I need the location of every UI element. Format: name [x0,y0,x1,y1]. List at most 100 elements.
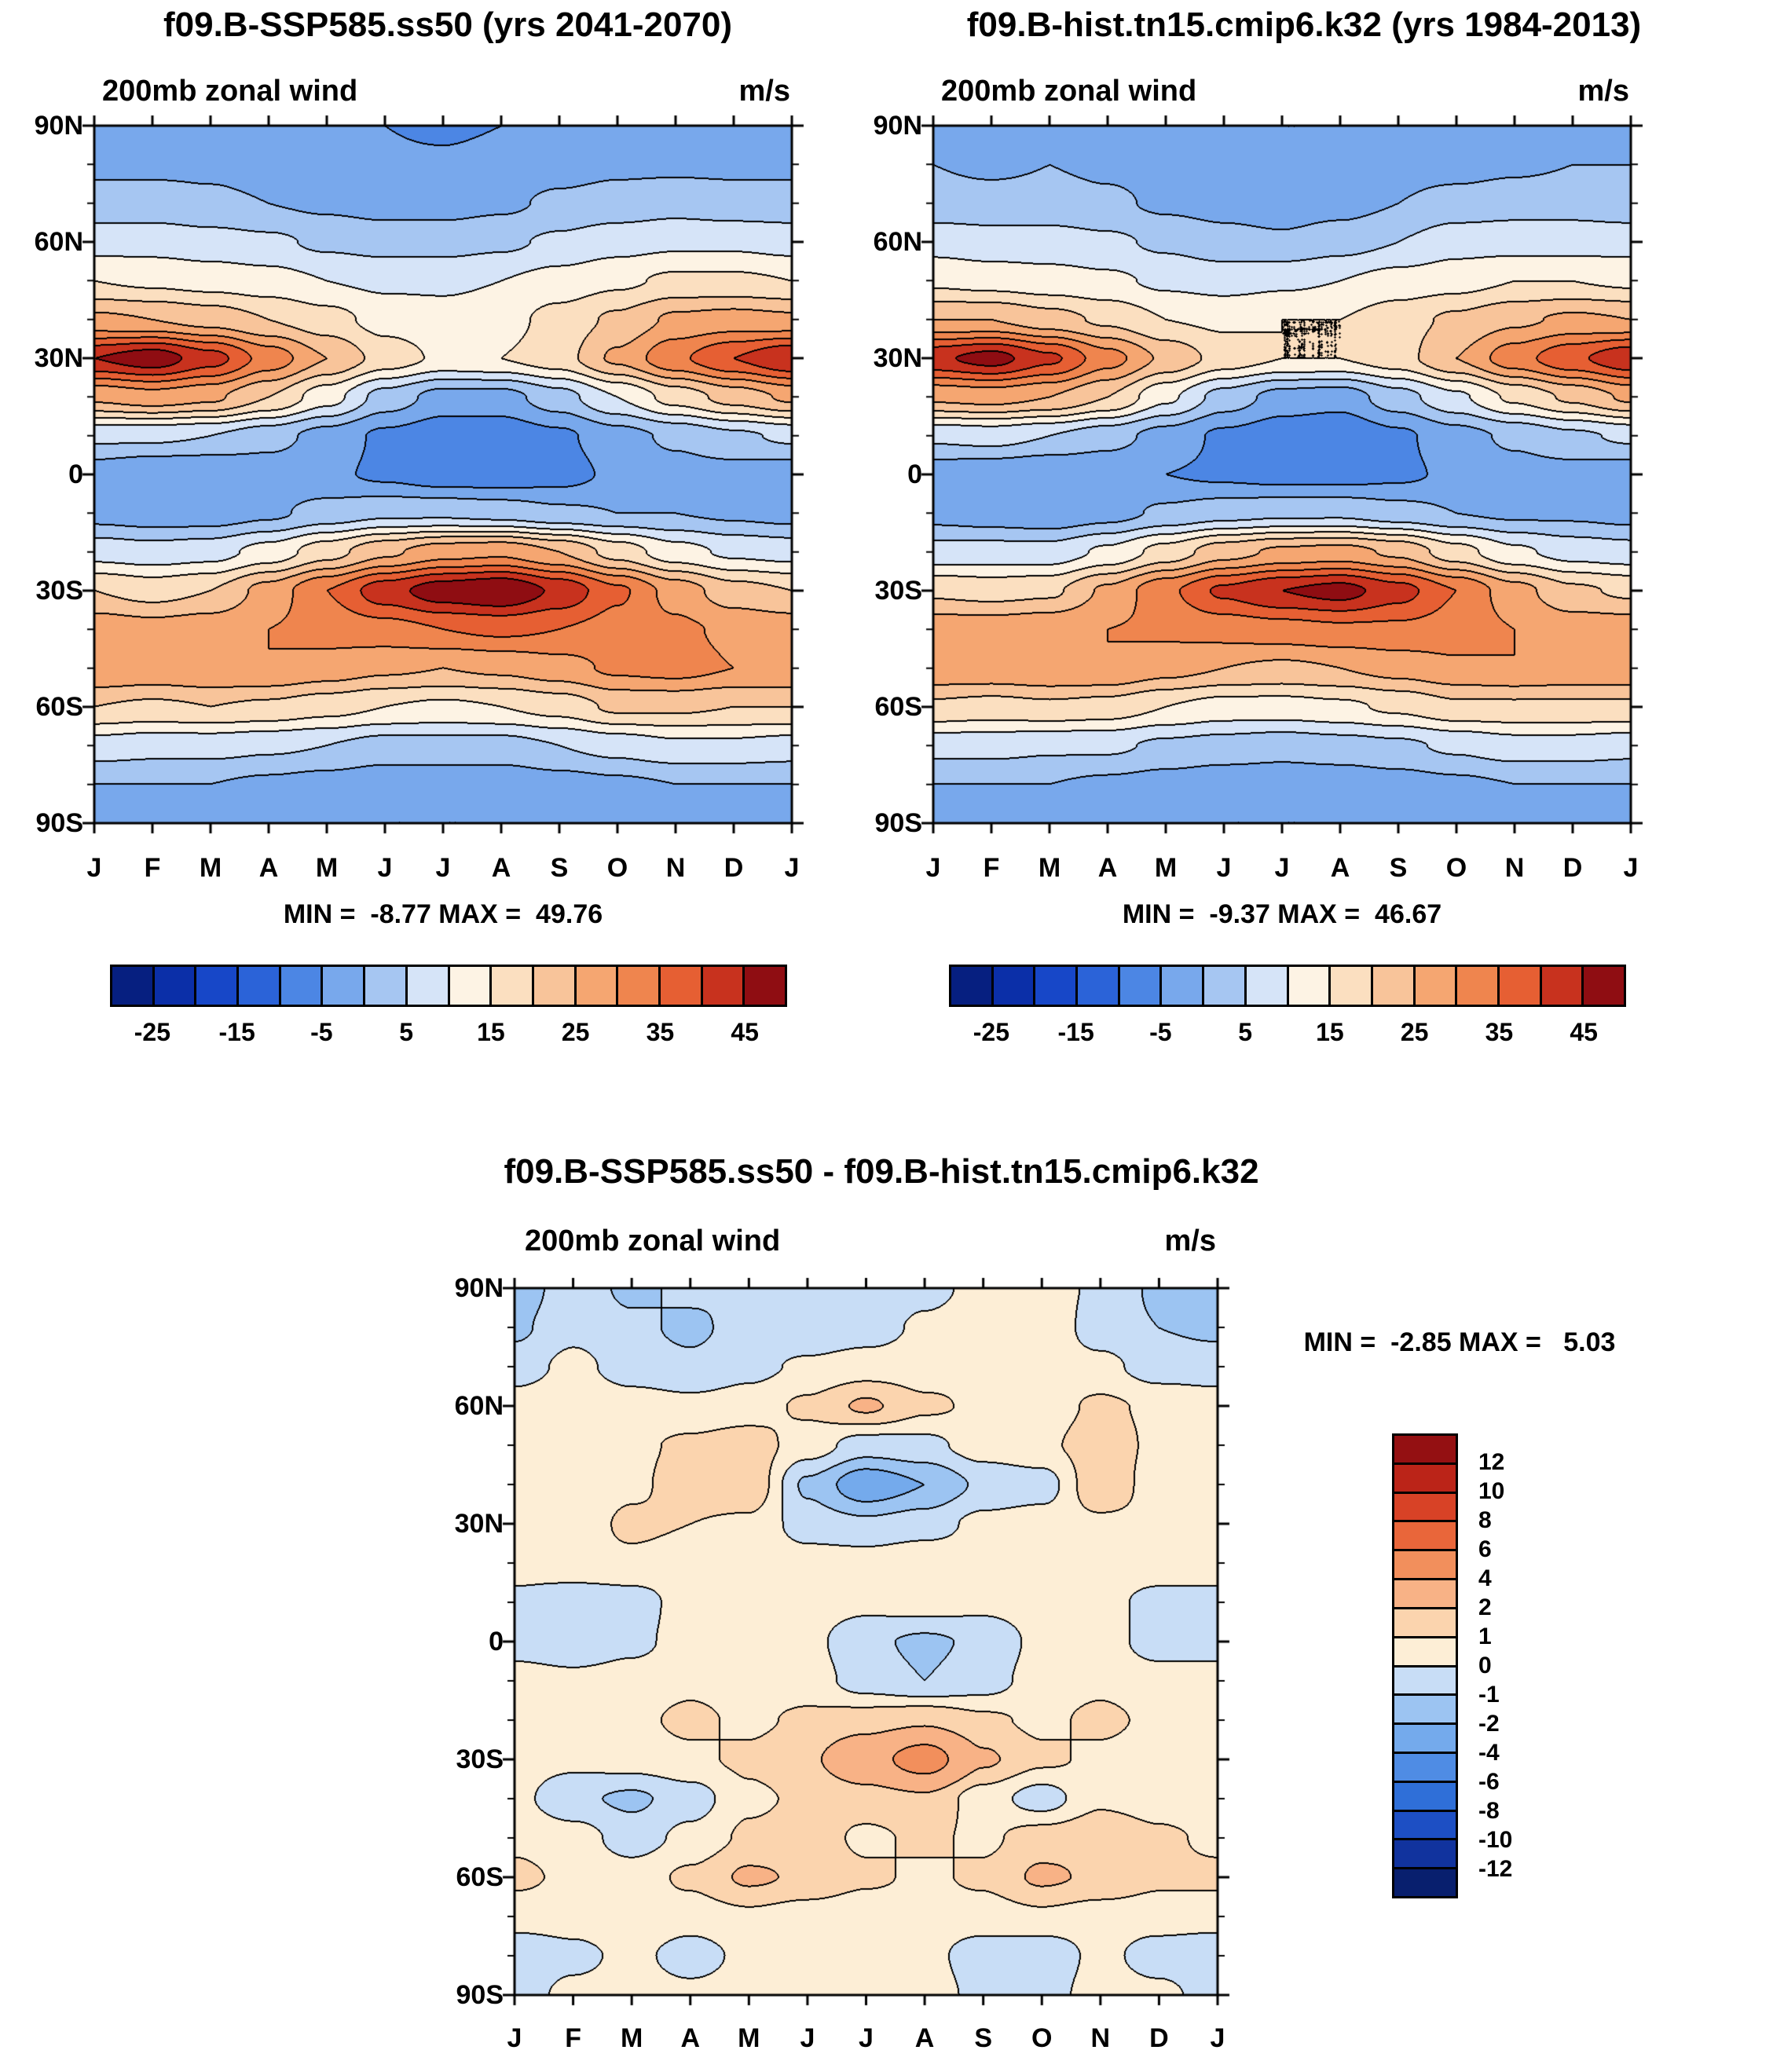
month-tick-label: J [1216,853,1232,883]
lat-tick-label: 60S [456,1862,504,1892]
colorbar-segment [1394,1493,1456,1523]
colorbar-tick-label: 12 [1478,1449,1505,1475]
month-tick-label: J [784,853,800,883]
month-tick-label: A [1330,853,1350,883]
colorbar-segment [1394,1811,1456,1841]
colorbar-segment [1394,1840,1456,1870]
colorbar-tick-label: 45 [1570,1018,1598,1046]
colorbar-tick-label: -1 [1478,1682,1500,1708]
colorbar-segment [1394,1753,1456,1783]
month-tick-label: A [258,853,279,883]
colorbar-segment [365,967,408,1005]
lat-tick-label: 30N [34,343,83,373]
lat-tick-label: 30N [873,343,922,373]
colorbar-segment [1394,1782,1456,1812]
month-tick-label: J [1623,853,1639,883]
colorbar-segment [1394,1609,1456,1638]
lat-tick-label: 30N [454,1509,504,1539]
colorbar-tick-label: -25 [973,1018,1009,1046]
colorbar-segment [492,967,534,1005]
lat-tick-label: 0 [68,459,83,489]
month-tick-label: F [565,2023,581,2053]
month-tick-label: A [680,2023,701,2053]
month-tick-label: J [925,853,941,883]
colorbar-tick-label: -5 [1149,1018,1172,1046]
month-tick-label: M [738,2023,760,2053]
hist-contour-plot [916,108,1648,840]
colorbar-segment [1394,1436,1456,1465]
lat-tick-label: 60S [35,692,84,722]
plot-units-hist: m/s [1577,75,1629,108]
lat-tick-label: 90N [34,111,83,141]
colorbar-segment [1372,967,1416,1005]
colorbar-segment [1394,1696,1456,1726]
lat-tick-label: 90S [35,808,84,838]
colorbar-segment [1288,967,1332,1005]
colorbar-diff [1392,1433,1458,1898]
colorbar-tick-label: 25 [561,1018,590,1046]
stats-hist: MIN = -9.37 MAX = 46.67 [1122,899,1442,929]
plot-subtitle-ssp: 200mb zonal wind [102,75,358,108]
month-tick-label: M [620,2023,643,2053]
colorbar-tick-label: 35 [646,1018,675,1046]
colorbar-tick-label: 15 [477,1018,505,1046]
lat-tick-label: 90N [454,1273,504,1303]
colorbar-segment [533,967,577,1005]
colorbar-segment [196,967,240,1005]
colorbar-segment [993,967,1036,1005]
colorbar-tick-label: -10 [1478,1827,1513,1853]
colorbar-tick-label: 4 [1478,1565,1492,1591]
colorbar-segment [239,967,281,1005]
month-tick-label: F [144,853,161,883]
month-tick-label: A [914,2023,935,2053]
lat-tick-label: 30S [874,576,923,606]
colorbar-segment [1394,1638,1456,1667]
month-tick-label: D [1562,853,1583,883]
colorbar-tick-label: -15 [1057,1018,1094,1046]
colorbar-tick-label: -12 [1478,1856,1513,1882]
month-tick-label: M [1154,853,1178,883]
colorbar-segment [745,967,785,1005]
month-tick-label: F [983,853,1000,883]
month-tick-label: J [86,853,102,883]
colorbar-segment [660,967,703,1005]
lat-tick-label: 90S [456,1980,504,2010]
month-tick-label: D [1149,2023,1169,2053]
stats-diff: MIN = -2.85 MAX = 5.03 [1303,1327,1616,1357]
month-tick-label: J [1274,853,1290,883]
lat-tick-label: 0 [489,1627,504,1657]
diff-contour-plot [497,1271,1235,2012]
colorbar-segment [1457,967,1500,1005]
month-tick-label: J [507,2023,522,2053]
colorbar-segment [1119,967,1163,1005]
panel-title-diff: f09.B-SSP585.ss50 - f09.B-hist.tn15.cmip… [504,1152,1259,1191]
colorbar-tick-label: 45 [731,1018,759,1046]
plot-subtitle-diff: 200mb zonal wind [525,1225,781,1257]
month-tick-label: J [435,853,451,883]
colorbar-segment [280,967,324,1005]
month-tick-label: M [199,853,222,883]
month-tick-label: S [974,2023,992,2053]
month-tick-label: J [377,853,393,883]
colorbar-segment [154,967,197,1005]
month-tick-label: N [1504,853,1525,883]
colorbar-segment [1394,1667,1456,1697]
lat-tick-label: 60N [873,227,922,257]
month-tick-label: N [1090,2023,1111,2053]
colorbar-tick-label: 10 [1478,1478,1505,1504]
month-tick-label: M [1038,853,1061,883]
colorbar-segment [1394,1725,1456,1754]
month-tick-label: O [1031,2023,1053,2053]
month-tick-label: S [550,853,569,883]
lat-tick-label: 90N [873,111,922,141]
plot-units-ssp: m/s [738,75,790,108]
colorbar-tick-label: 5 [1238,1018,1253,1046]
colorbar-segment [1035,967,1079,1005]
month-tick-label: J [1210,2023,1225,2053]
colorbar-segment [1584,967,1624,1005]
colorbar-segment [323,967,366,1005]
month-tick-label: O [606,853,628,883]
plot-units-diff: m/s [1164,1225,1216,1257]
month-tick-label: A [491,853,511,883]
colorbar-segment [1499,967,1542,1005]
